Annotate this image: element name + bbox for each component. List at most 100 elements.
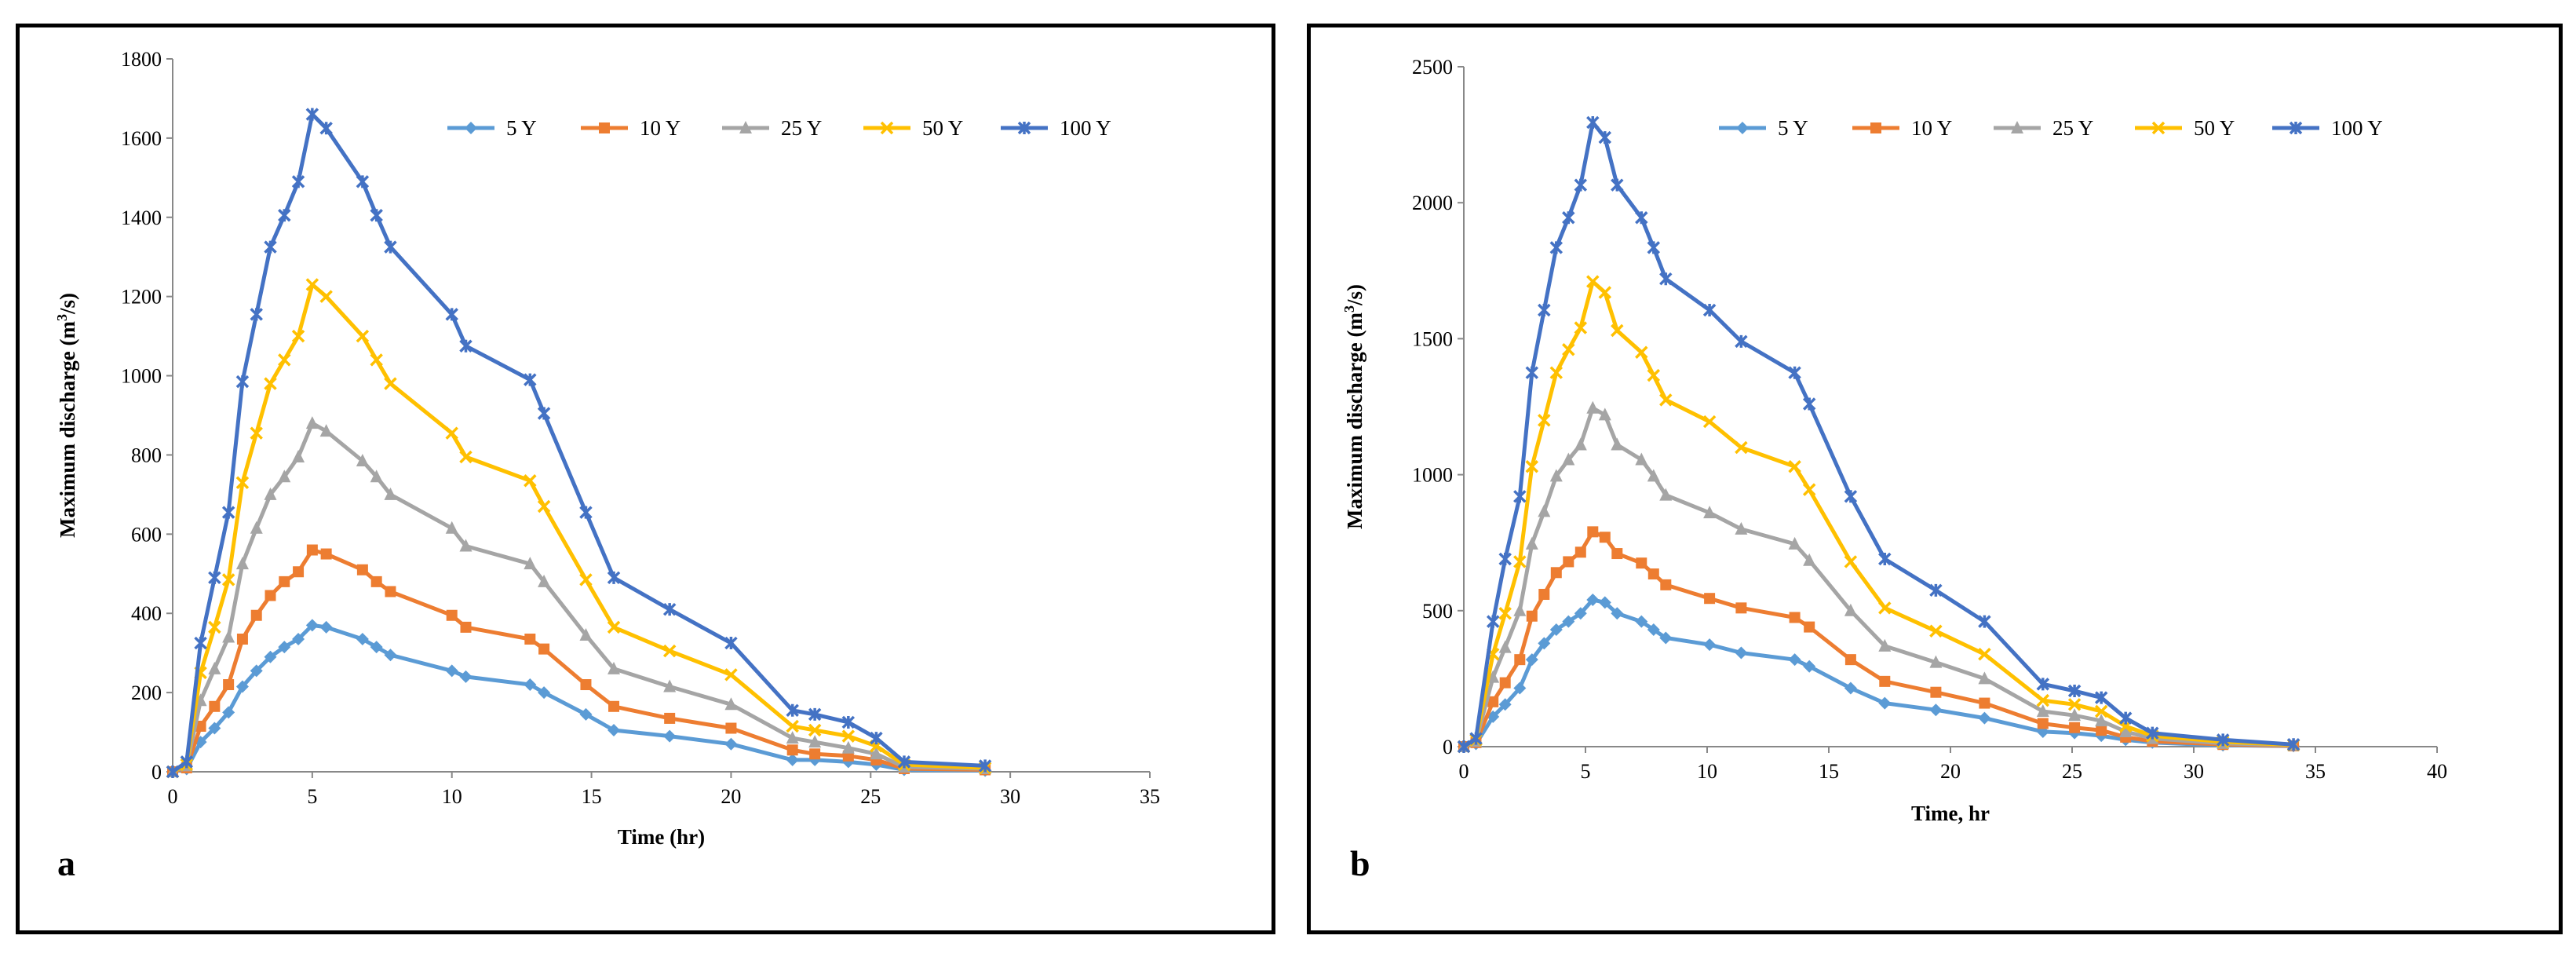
series-line (1462, 406, 2294, 749)
data-point (2036, 678, 2050, 691)
data-point (250, 521, 263, 534)
data-point (1586, 593, 1600, 606)
data-point (808, 723, 822, 737)
x-tick-label: 30 (1000, 785, 1020, 808)
data-point (1550, 567, 1562, 579)
data-point (319, 424, 333, 437)
data-point (1979, 697, 1990, 709)
y-tick-label: 500 (1422, 600, 1453, 623)
chart-a-svg: 0 200 400 600 800 1000 1200 1400 1600 1800 0 5 10 15 2… (54, 48, 1160, 883)
data-point (786, 703, 799, 718)
data-point (1538, 414, 1551, 427)
legend-marker (2289, 121, 2303, 135)
data-point (370, 641, 383, 654)
data-point (250, 664, 263, 678)
data-point (870, 747, 883, 760)
data-point (1549, 623, 1563, 637)
data-point (460, 621, 472, 633)
data-point (1513, 490, 1527, 503)
data-point (356, 454, 369, 467)
data-point (320, 548, 332, 560)
data-point (1929, 703, 1943, 717)
data-point (1587, 526, 1599, 538)
data-point (235, 476, 250, 489)
data-point (222, 706, 235, 719)
series-line (171, 112, 986, 774)
data-point (264, 377, 277, 390)
x-tick-label: 0 (1459, 760, 1469, 783)
data-point (1526, 610, 1538, 622)
data-point (1611, 178, 1624, 192)
data-point (607, 620, 621, 634)
data-point (370, 353, 383, 367)
data-point (870, 731, 883, 745)
data-point (265, 590, 276, 601)
data-point (1598, 596, 1611, 609)
data-point (445, 426, 458, 440)
data-point (841, 740, 855, 754)
data-point (1538, 589, 1550, 601)
data-point (1586, 275, 1600, 288)
data-point (1499, 677, 1511, 689)
data-point (1647, 469, 1660, 482)
data-point (235, 375, 250, 389)
data-point (724, 737, 738, 751)
data-point (445, 521, 458, 534)
data-point (2036, 703, 2049, 717)
data-point (724, 668, 738, 681)
data-point (1735, 440, 1748, 455)
data-point (664, 712, 676, 724)
series-100y (166, 108, 992, 779)
data-point (291, 329, 305, 343)
panel-label: b (1350, 843, 1370, 883)
data-point (356, 564, 368, 576)
data-point (166, 765, 180, 779)
data-point (1659, 631, 1673, 645)
chart-b-svg: 0 500 1000 1500 2000 2500 0 5 10 15 20 25 30 35 40 Time… (1341, 56, 2447, 883)
data-point (538, 574, 551, 587)
legend-marker (880, 121, 894, 135)
data-point (1878, 638, 1892, 652)
data-point (221, 506, 235, 519)
data-point (2119, 724, 2133, 737)
x-tick-label: 25 (860, 785, 881, 808)
data-point (1513, 555, 1527, 568)
data-point (208, 722, 221, 735)
data-point (1647, 623, 1660, 637)
data-point (1498, 607, 1512, 620)
y-tick-label: 200 (131, 681, 162, 704)
data-point (1659, 488, 1673, 501)
data-point (1538, 303, 1551, 317)
data-point (1802, 483, 1816, 496)
data-point (291, 175, 305, 188)
data-point (1660, 579, 1672, 590)
data-point (1930, 686, 1942, 698)
data-point (1599, 532, 1611, 543)
data-point (897, 755, 911, 769)
data-point (1978, 711, 1991, 725)
series-line (172, 421, 986, 774)
data-point (2146, 726, 2159, 740)
legend-label: 5 Y (1778, 116, 1808, 140)
data-point (208, 661, 221, 674)
data-point (2094, 691, 2108, 704)
data-point (608, 661, 621, 674)
data-point (264, 650, 277, 663)
data-point (1574, 546, 1586, 558)
data-point (370, 576, 382, 587)
x-tick-label: 25 (2062, 760, 2082, 783)
legend-item: 5 Y (447, 116, 537, 140)
data-point (2037, 718, 2049, 729)
data-point (1647, 368, 1661, 382)
y-tick-label: 600 (131, 523, 162, 546)
data-point (808, 735, 822, 748)
data-point (1635, 452, 1648, 466)
legend-item: 10 Y (1852, 116, 1952, 140)
data-point (1635, 615, 1648, 628)
data-point (222, 630, 235, 643)
data-point (1635, 345, 1648, 359)
data-point (724, 697, 738, 711)
data-point (292, 633, 305, 646)
data-point (2094, 704, 2108, 718)
data-point (1789, 612, 1801, 623)
